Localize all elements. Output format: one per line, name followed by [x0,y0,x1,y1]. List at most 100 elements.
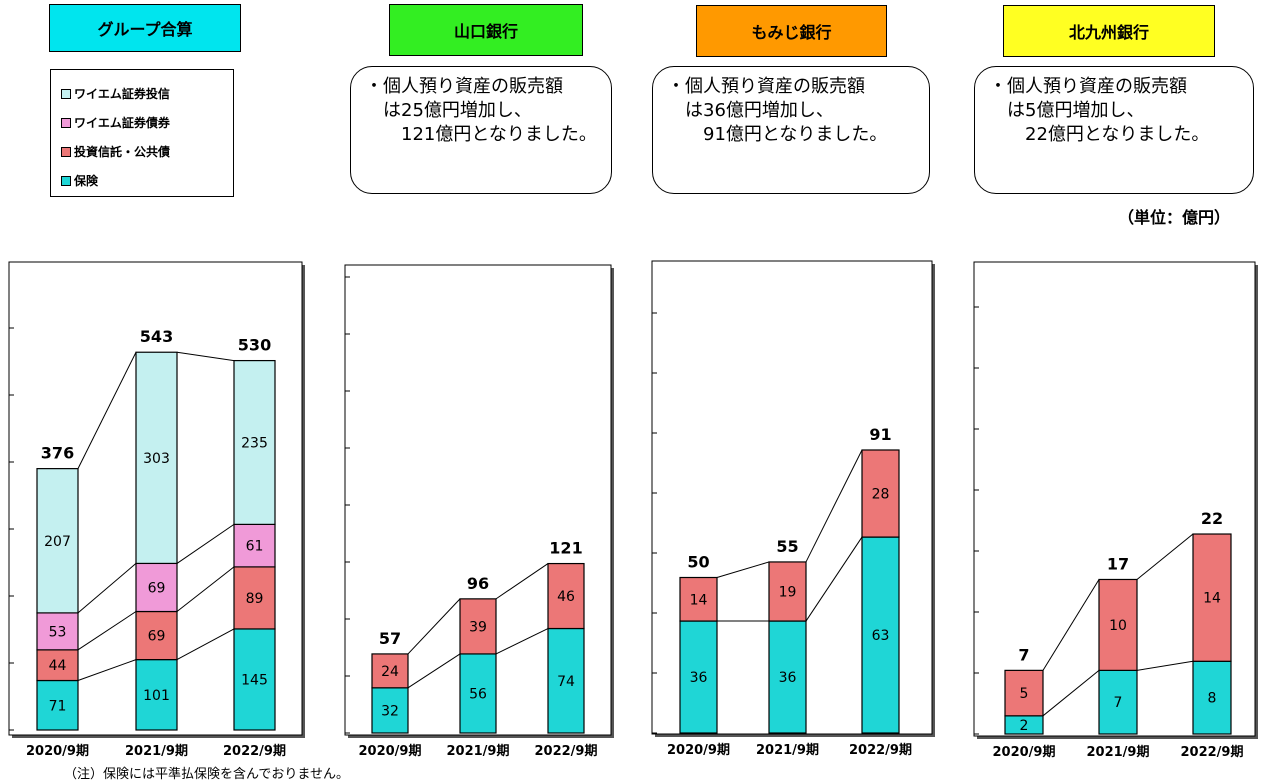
bar-segment [135,610,178,661]
bar-segment [768,561,807,622]
data-label: 303 [143,451,170,467]
total-label: 50 [687,553,709,572]
data-label: 63 [872,628,890,644]
category-label: 2020/9期 [667,743,730,758]
total-label: 55 [776,537,798,556]
bar-segment [547,562,585,630]
legend: ワイエム証券投信 ワイエム証券債券 投資信託・公共債 保険 [50,69,234,197]
legend-swatch [61,88,71,99]
category-label: 2021/9期 [125,744,188,759]
kitakyushu-title: 北九州銀行 [1003,5,1215,57]
legend-item: 投資信託・公共債 [61,137,233,166]
category-label: 2020/9期 [26,744,89,759]
data-label: 46 [557,589,575,605]
total-label: 376 [41,444,74,463]
total-label: 121 [549,539,582,558]
bar-segment [459,653,497,734]
connector-line [77,563,137,614]
category-label: 2021/9期 [1087,745,1150,760]
total-label: 7 [1018,645,1029,664]
bar-segment [679,620,718,734]
legend-item: ワイエム証券投信 [61,79,233,108]
legend-label: 保険 [74,174,99,188]
connector-line [495,628,549,655]
total-label: 96 [467,574,489,593]
data-label: 28 [872,487,890,503]
connector-line [1042,669,1100,717]
connector-line [407,653,461,689]
unit-label: （単位：億円） [1117,208,1230,227]
bar-segment [1098,669,1138,735]
data-label: 19 [779,584,797,600]
bar-segment [233,523,276,568]
callout-line: 121億円となりました。 [365,124,597,145]
category-label: 2022/9期 [535,744,598,759]
connector-line [77,659,137,681]
connector-line [407,598,461,655]
legend-item: 保険 [61,166,233,195]
callout-line: ・個人預り資産の販売額 [989,76,1187,97]
bar-segment [233,566,276,630]
yamaguchi-title: 山口銀行 [389,4,583,56]
total-label: 17 [1107,554,1129,573]
legend-swatch [61,117,71,128]
data-label: 8 [1208,691,1217,707]
data-label: 44 [49,658,67,674]
bar-segment [233,628,276,731]
bar-segment [135,659,178,731]
callout-line: は25億円増加し、 [365,100,532,121]
data-label: 36 [779,670,797,686]
connector-line [176,523,235,564]
data-label: 101 [143,688,170,704]
data-label: 39 [469,619,487,635]
data-label: 145 [241,672,268,688]
bar-segment [36,468,79,614]
momiji-callout: ・個人預り資産の販売額 は36億円増加し、 91億円となりました。 [652,66,930,194]
bar-segment [547,627,585,734]
bar-segment [135,562,178,613]
data-label: 61 [246,539,264,555]
data-label: 10 [1109,618,1127,634]
connector-line [77,611,137,651]
data-label: 207 [44,534,71,550]
data-label: 56 [469,686,487,702]
data-label: 14 [690,592,708,608]
total-label: 530 [238,336,271,355]
connector-line [495,563,549,600]
momiji-title: もみじ銀行 [696,5,887,57]
data-label: 89 [246,591,264,607]
bar-segment [679,576,718,622]
data-label: 69 [148,629,166,645]
bar-segment [233,359,276,525]
connector-line [1136,660,1194,671]
category-label: 2022/9期 [1181,745,1244,760]
connector-line [1136,533,1194,580]
connector-line [77,352,137,469]
data-label: 74 [557,674,575,690]
data-label: 14 [1203,591,1221,607]
legend-label: 投資信託・公共債 [74,145,171,159]
connector-line [176,628,235,661]
bar-segment [36,649,79,682]
footnote: （注）保険には平準払保険を含んでおりません。 [64,767,349,782]
connector-line [805,536,863,622]
connector-line [176,566,235,612]
legend-swatch [61,175,71,186]
connector-line [716,561,770,578]
data-label: 235 [241,435,268,451]
category-label: 2021/9期 [447,744,510,759]
bar-segment [768,620,807,734]
bar-segment [1192,660,1232,735]
callout-line: ・個人預り資産の販売額 [365,76,563,97]
category-label: 2020/9期 [993,745,1056,760]
data-label: 71 [49,698,67,714]
connector-line [1042,579,1100,671]
total-label: 22 [1201,509,1223,528]
data-label: 5 [1020,686,1029,702]
data-label: 24 [381,664,399,680]
data-label: 69 [148,580,166,596]
category-label: 2021/9期 [756,743,819,758]
bar-segment [371,687,409,734]
data-label: 7 [1114,695,1123,711]
